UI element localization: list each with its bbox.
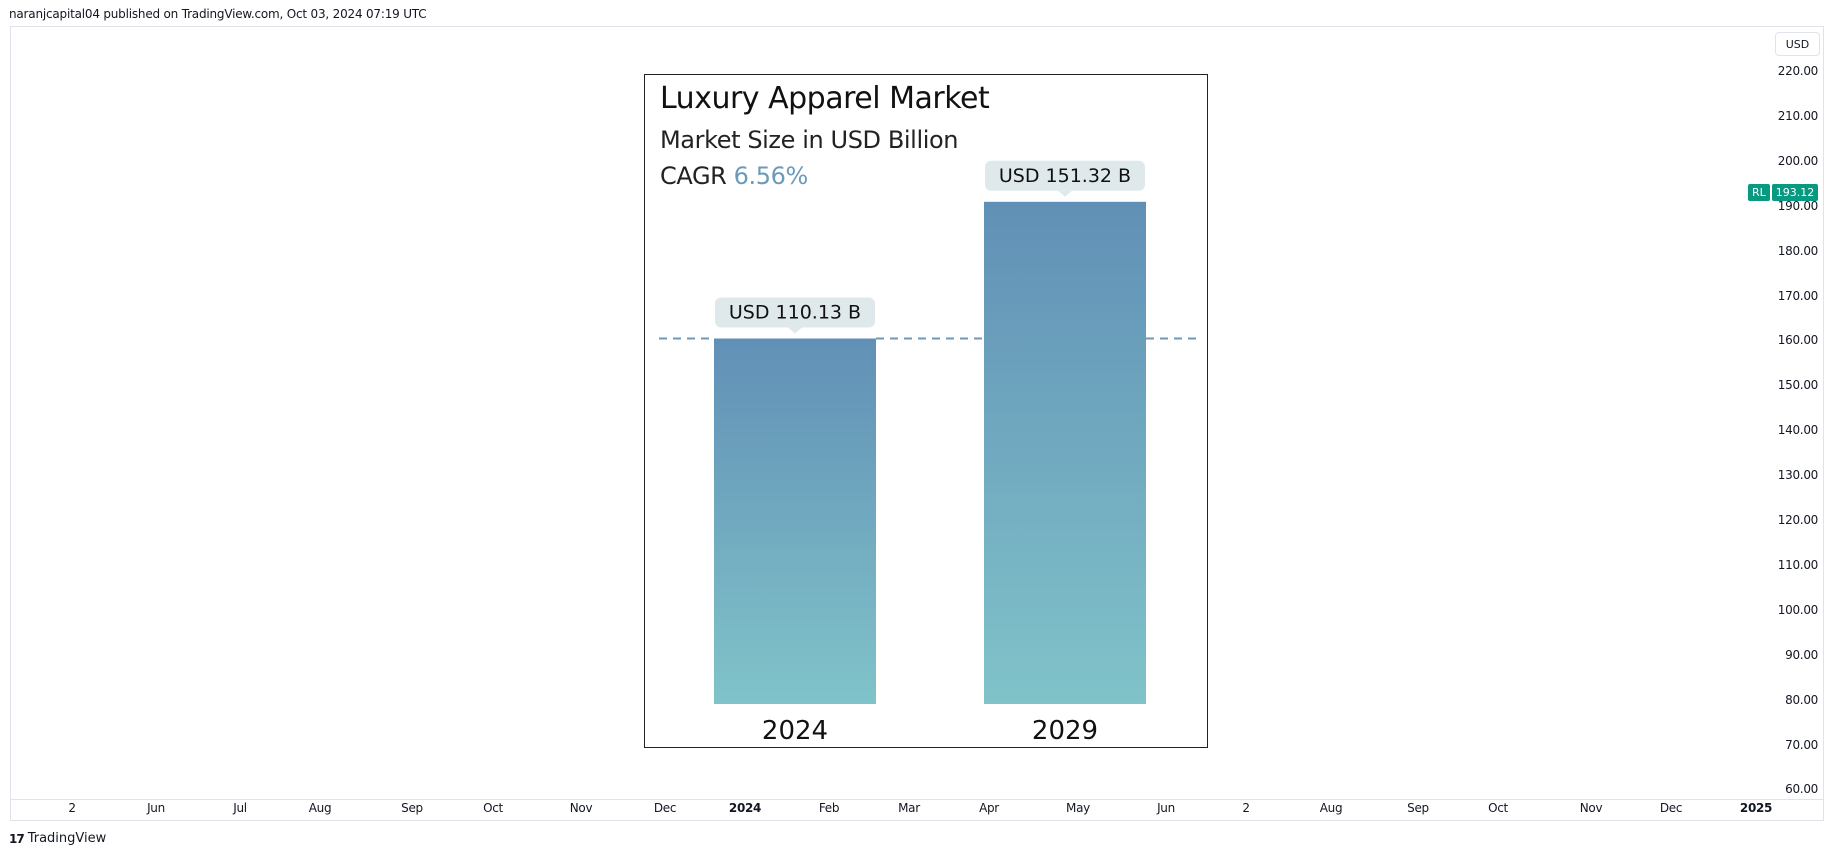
market-infographic: Luxury Apparel Market Market Size in USD… (644, 74, 1208, 748)
currency-button[interactable]: USD (1775, 32, 1820, 56)
data-label-2024: USD 110.13 B (715, 297, 875, 334)
time-tick: May (1066, 801, 1090, 815)
bar-2024 (714, 338, 876, 704)
price-tick: 130.00 (1777, 468, 1819, 483)
price-tick: 210.00 (1777, 108, 1819, 123)
data-label-2029: USD 151.32 B (985, 160, 1145, 197)
time-tick: Oct (483, 801, 503, 815)
chart-subtitle: Market Size in USD Billion (660, 126, 959, 154)
category-label-2024: 2024 (762, 716, 828, 746)
time-axis-line (10, 799, 1824, 800)
data-label-text: USD 110.13 B (729, 302, 861, 324)
time-tick: Oct (1488, 801, 1508, 815)
bar-2029 (984, 201, 1146, 704)
price-tick: 80.00 (1785, 692, 1818, 707)
price-tick: 170.00 (1777, 288, 1819, 303)
time-tick: Dec (653, 801, 677, 815)
time-tick: 2 (1242, 801, 1250, 815)
price-tick: 200.00 (1777, 153, 1819, 168)
bar-chart-svg: USD 110.13 B 2024 USD 151.32 B 2029 (659, 160, 1197, 746)
time-tick: Sep (401, 801, 423, 815)
time-tick: 2024 (728, 801, 762, 815)
time-tick: Sep (1407, 801, 1429, 815)
time-tick: Nov (569, 801, 593, 815)
chart-frame (10, 26, 1824, 821)
cagr-value: 6.56% (733, 162, 809, 190)
category-label-2029: 2029 (1032, 716, 1098, 746)
price-tick: 220.00 (1777, 64, 1819, 78)
price-tag-value: 193.12 (1771, 184, 1819, 201)
chart-title: Luxury Apparel Market (660, 81, 990, 116)
price-tick: 150.00 (1777, 378, 1819, 393)
price-tick: 70.00 (1785, 737, 1818, 752)
price-tick: 120.00 (1777, 513, 1819, 527)
publish-header: naranjcapital04 published on TradingView… (9, 7, 427, 21)
time-tick: Dec (1659, 801, 1683, 815)
time-tick: Aug (1319, 801, 1343, 815)
price-tick: 60.00 (1785, 782, 1818, 797)
price-tick: 160.00 (1777, 333, 1819, 348)
tradingview-logo-icon: 17 (9, 831, 25, 846)
time-tick: 2 (68, 801, 76, 815)
cagr-label: CAGR (660, 162, 727, 190)
price-tag-symbol: RL (1748, 184, 1770, 201)
time-tick: Aug (308, 801, 332, 815)
price-tick: 190.00 (1777, 198, 1819, 213)
time-tick: Jun (147, 801, 165, 815)
cagr-line: CAGR 6.56% (660, 162, 808, 190)
price-axis[interactable]: 220.00 210.00 200.00 190.00 180.00 170.00 160.… (1772, 26, 1824, 799)
footer-brand: TradingView (27, 831, 107, 846)
time-tick: 2025 (1739, 801, 1773, 815)
time-tick: Nov (1579, 801, 1603, 815)
price-tick: 100.00 (1777, 602, 1819, 617)
footer: 17 TradingView (9, 831, 106, 846)
time-tick: Jul (233, 801, 247, 815)
time-tick: Jun (1157, 801, 1175, 815)
time-tick: Feb (818, 801, 840, 815)
price-tick: 180.00 (1777, 243, 1819, 258)
price-tick: 110.00 (1777, 557, 1819, 572)
price-tick: 140.00 (1777, 423, 1819, 438)
price-tag: RL 193.12 (1748, 184, 1819, 201)
price-tick: 90.00 (1785, 647, 1818, 662)
time-tick: Mar (898, 801, 920, 815)
time-tick: Apr (979, 801, 999, 815)
data-label-text: USD 151.32 B (999, 165, 1131, 187)
